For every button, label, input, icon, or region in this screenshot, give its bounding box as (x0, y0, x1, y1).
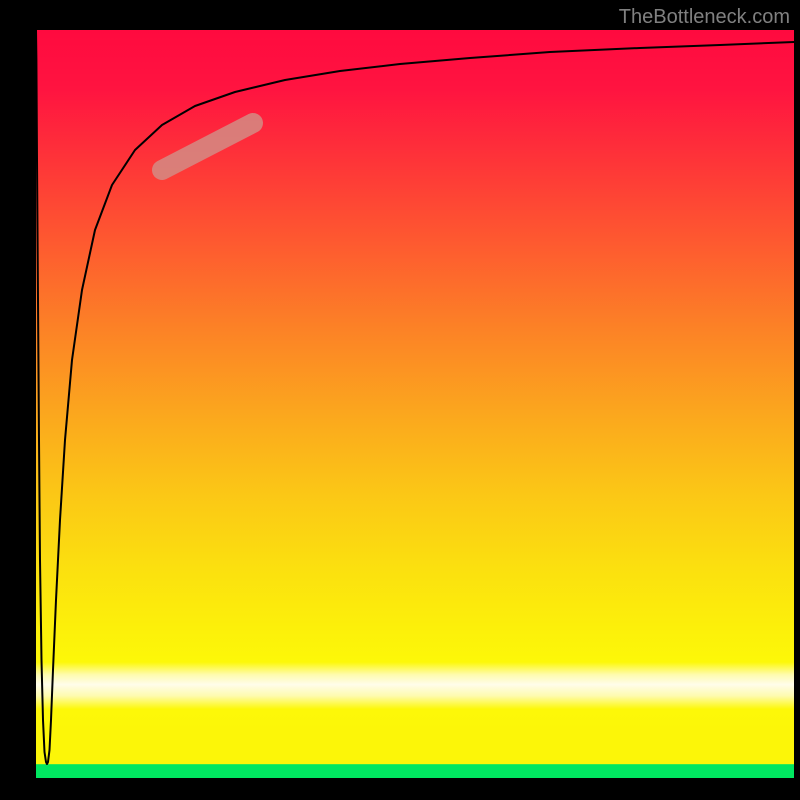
watermark-text: TheBottleneck.com (619, 6, 790, 29)
chart-plot-area (36, 30, 794, 778)
curve-highlight-band (162, 123, 253, 170)
bottleneck-curve (36, 30, 794, 764)
chart-overlay-svg (36, 30, 794, 778)
